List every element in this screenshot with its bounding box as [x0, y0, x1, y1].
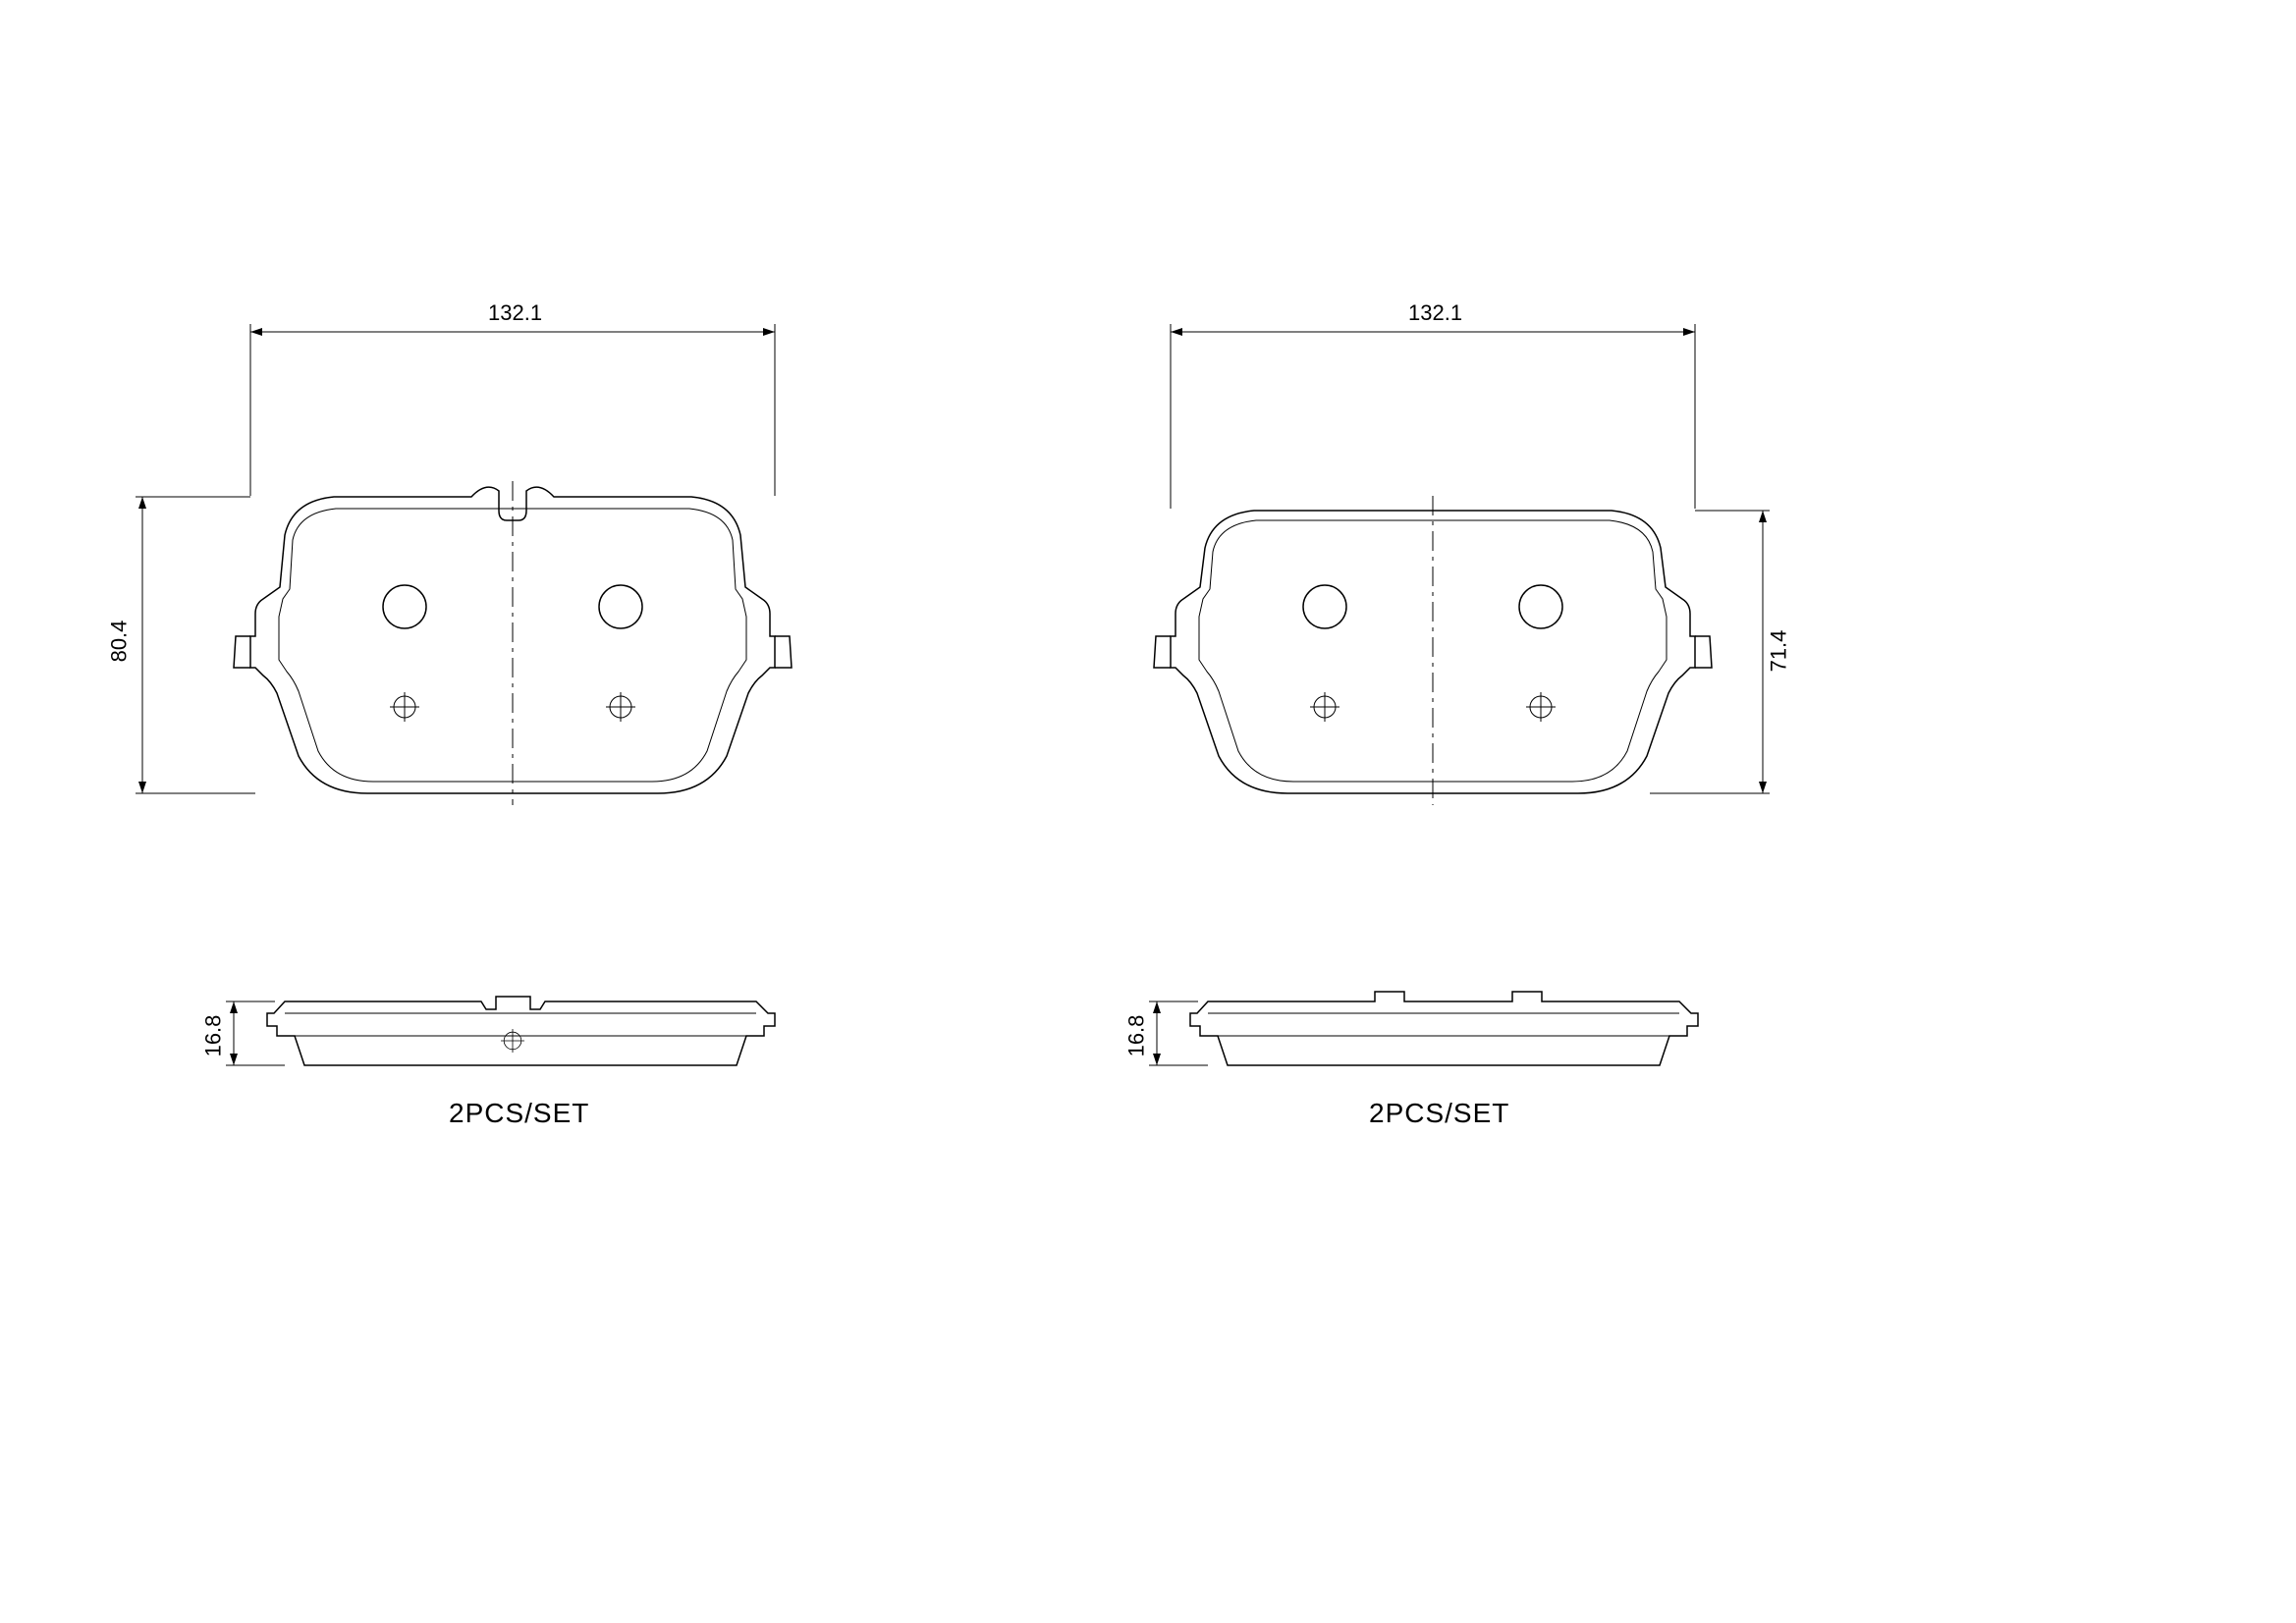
left-height-dim: 80.4 — [106, 621, 132, 663]
right-width-dim: 132.1 — [1408, 300, 1462, 326]
left-set-label: 2PCS/SET — [449, 1098, 589, 1129]
right-part-side-view — [1149, 992, 1698, 1065]
left-part-side-view — [226, 997, 775, 1065]
right-part-front-view — [1154, 324, 1770, 805]
technical-drawing — [0, 0, 2296, 1623]
left-width-dim: 132.1 — [488, 300, 542, 326]
left-side-height-dim: 16.8 — [200, 1015, 226, 1057]
right-height-dim: 71.4 — [1766, 630, 1791, 673]
right-side-height-dim: 16.8 — [1123, 1015, 1149, 1057]
left-part-front-view — [136, 324, 792, 805]
right-set-label: 2PCS/SET — [1369, 1098, 1509, 1129]
